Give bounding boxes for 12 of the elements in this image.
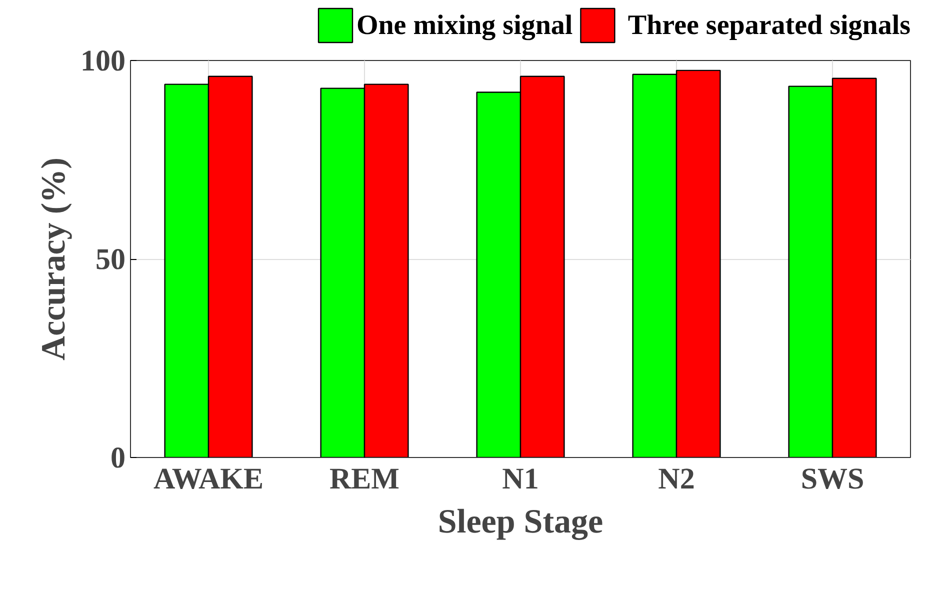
x-tick-label: N2 [658, 462, 695, 496]
y-tick-label: 0 [110, 442, 126, 474]
x-axis-title: Sleep Stage [438, 504, 604, 540]
x-tick-label: REM [330, 462, 400, 496]
y-tick-label: 50 [96, 243, 126, 276]
legend-label: Three separated signals [628, 10, 911, 41]
y-tick-label: 100 [80, 44, 126, 78]
y-axis-title: Accuracy (%) [36, 158, 72, 360]
x-tick-label: N1 [502, 462, 539, 496]
x-tick-label: SWS [800, 462, 864, 496]
legend-label: One mixing signal [356, 10, 573, 41]
x-tick-label: AWAKE [153, 462, 264, 496]
